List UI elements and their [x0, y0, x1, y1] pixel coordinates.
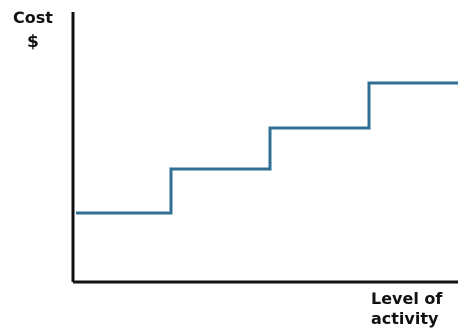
step-cost-line — [76, 81, 458, 215]
x-axis-label-activity: activity — [371, 309, 439, 328]
y-axis-label-cost: Cost — [13, 8, 53, 27]
y-axis-label-dollar: $ — [27, 32, 39, 52]
x-axis-label-level-of: Level of — [371, 289, 443, 308]
